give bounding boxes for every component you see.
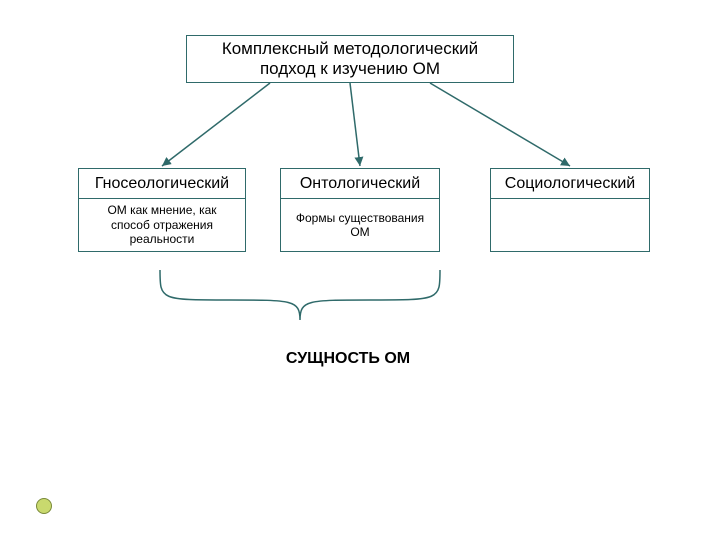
branch-sociologic-sub [490,198,650,252]
header-box: Комплексный методологический подход к из… [186,35,514,83]
essence-label: СУЩНОСТЬ ОМ [258,350,438,368]
branch-sub-label: ОМ как мнение, как способ отражения реал… [87,203,237,246]
branch-ontologic-title: Онтологический [280,168,440,198]
branch-title-label: Гносеологический [95,174,229,193]
bullet-icon [36,498,52,514]
essence-text: СУЩНОСТЬ ОМ [286,350,410,367]
branch-gnoseologic-sub: ОМ как мнение, как способ отражения реал… [78,198,246,252]
branch-title-label: Социологический [505,174,635,193]
branch-sub-label: Формы существования ОМ [289,211,431,240]
branch-sociologic-title: Социологический [490,168,650,198]
branch-title-label: Онтологический [300,174,420,193]
branch-ontologic-sub: Формы существования ОМ [280,198,440,252]
branch-gnoseologic-title: Гносеологический [78,168,246,198]
header-text: Комплексный методологический подход к из… [195,39,505,80]
